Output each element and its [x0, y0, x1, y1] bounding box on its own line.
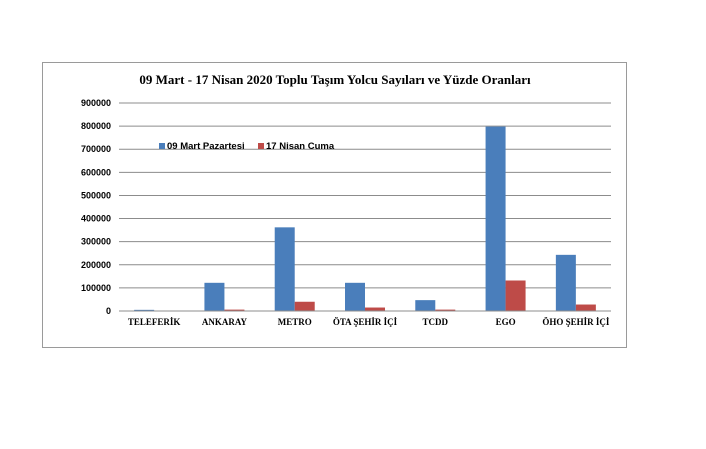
category-label: METRO	[278, 317, 312, 327]
y-axis-ticks: 0 100000 200000 300000 400000 500000 600000 700…	[81, 98, 111, 316]
legend-swatch	[258, 143, 264, 149]
y-tick-label: 500000	[81, 190, 111, 200]
x-axis: TELEFERİK ANKARAY METRO ÖTA ŞEHİR İÇİ TCDD EG…	[119, 310, 611, 327]
y-tick-label: 600000	[81, 167, 111, 177]
category-label: TCDD	[423, 317, 449, 327]
bar-chart: 09 Mart - 17 Nisan 2020 Toplu Taşım Yolc…	[81, 72, 611, 327]
bar-series-1	[415, 300, 436, 311]
y-tick-label: 0	[106, 306, 111, 316]
bar-series-2	[365, 307, 385, 311]
category-label: ÖTA ŞEHİR İÇİ	[333, 317, 398, 327]
gridlines	[119, 102, 611, 312]
legend-label: 17 Nisan Cuma	[266, 141, 335, 152]
bar-series-2	[224, 309, 245, 311]
bar-series-1	[555, 254, 576, 311]
bar-series-1	[134, 309, 155, 311]
y-tick-label: 100000	[81, 283, 111, 293]
chart-frame: 09 Mart - 17 Nisan 2020 Toplu Taşım Yolc…	[42, 62, 627, 348]
bar-series-1	[345, 282, 365, 311]
category-label: TELEFERİK	[128, 317, 181, 327]
y-tick-label: 700000	[81, 144, 111, 154]
bar-series-2	[294, 301, 315, 311]
bar-series-1	[485, 126, 506, 311]
bar-series-1	[274, 227, 295, 311]
legend: 09 Mart Pazartesi 17 Nisan Cuma	[159, 141, 335, 152]
bar-series-2	[435, 309, 456, 311]
category-label: ANKARAY	[202, 317, 248, 327]
legend-swatch	[159, 143, 165, 149]
chart-title: 09 Mart - 17 Nisan 2020 Toplu Taşım Yolc…	[139, 72, 531, 87]
y-tick-label: 900000	[81, 98, 111, 108]
y-tick-label: 200000	[81, 260, 111, 270]
y-tick-label: 800000	[81, 121, 111, 131]
bar-series-1	[204, 282, 225, 311]
bar-series-2	[505, 280, 526, 311]
y-tick-label: 300000	[81, 237, 111, 247]
bars	[134, 126, 596, 312]
y-tick-label: 400000	[81, 214, 111, 224]
bar-series-2	[575, 304, 596, 311]
category-label: ÖHO ŞEHİR İÇİ	[542, 317, 610, 327]
category-label: EGO	[496, 317, 516, 327]
legend-label: 09 Mart Pazartesi	[167, 141, 245, 152]
